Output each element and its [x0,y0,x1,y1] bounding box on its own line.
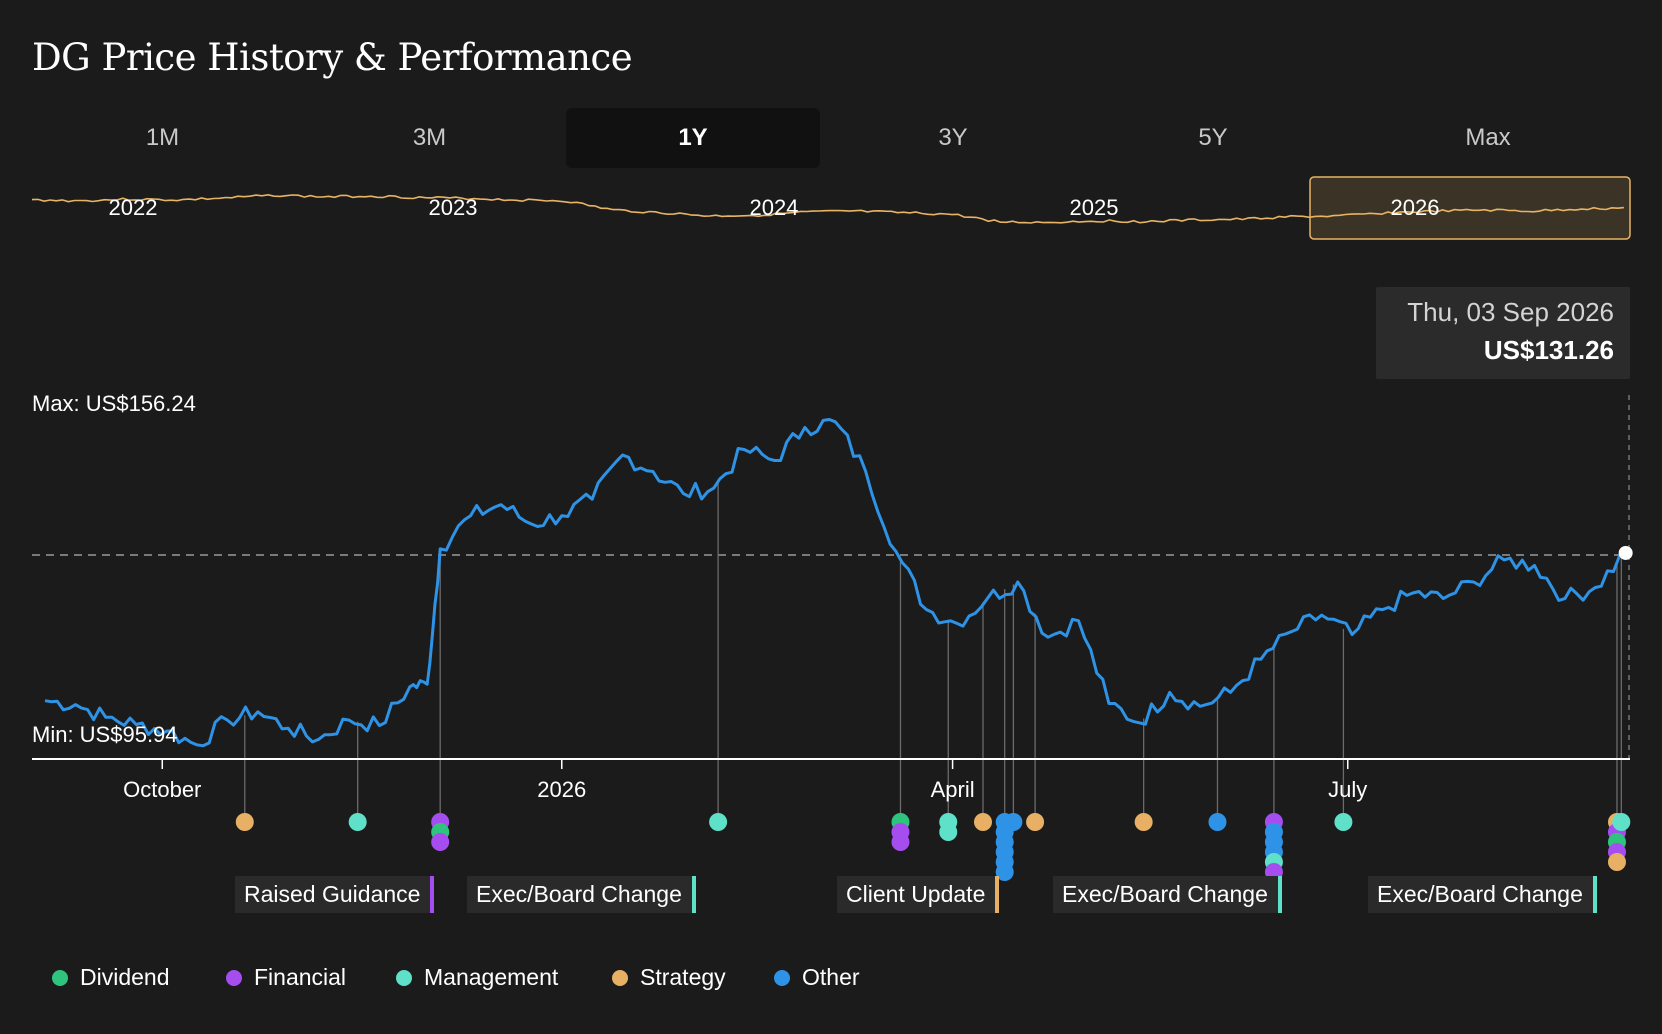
navigator-year-2026: 2026 [1391,195,1440,220]
event-stems [244,482,1622,822]
navigator-price-line [31,193,1624,224]
x-axis-ticks: October 2026 April July [123,759,1367,802]
event-label-client-update[interactable]: Client Update [837,876,1000,913]
event-label-exec-board-change[interactable]: Exec/Board Change [1368,876,1597,913]
legend-item-other[interactable]: Other [774,960,860,994]
legend-item-management[interactable]: Management [396,960,558,994]
strategy-dot-icon [612,970,628,986]
x-tick-label: April [931,777,975,802]
other-dot-icon [774,970,790,986]
event-marker-strategy[interactable] [1026,813,1045,831]
legend-label: Other [802,964,860,990]
legend-label: Dividend [80,964,170,990]
x-tick-label: October [123,777,201,802]
event-marker-financial[interactable] [431,833,450,851]
tab-1m[interactable]: 1M [145,124,180,151]
event-marker-management[interactable] [1612,813,1631,831]
management-dot-icon [396,970,412,986]
event-marker-management[interactable] [1334,813,1353,831]
tab-1y[interactable]: 1Y [566,108,820,168]
navigator-year-2025: 2025 [1070,195,1119,220]
x-tick-label: 2026 [537,777,586,802]
event-label-exec-board-change[interactable]: Exec/Board Change [467,876,696,913]
legend-label: Strategy [640,964,726,990]
event-label-exec-board-change[interactable]: Exec/Board Change [1053,876,1282,913]
event-marker-financial[interactable] [891,833,910,851]
legend-item-dividend[interactable]: Dividend [52,960,170,994]
tooltip-date: Thu, 03 Sep 2026 [1407,297,1614,327]
event-marker-other[interactable] [995,863,1014,881]
navigator-year-2023: 2023 [429,195,478,220]
max-price-label: Max: US$156.24 [32,391,196,416]
event-marker-management[interactable] [348,813,367,831]
tooltip-price: US$131.26 [1483,335,1614,365]
navigator-selection[interactable] [1309,176,1631,240]
event-marker-other[interactable] [1004,813,1023,831]
legend-label: Financial [254,964,347,990]
tab-5y[interactable]: 5Y [1198,124,1228,151]
legend-item-strategy[interactable]: Strategy [612,960,726,994]
tab-3m[interactable]: 3M [412,124,447,151]
min-price-label: Min: US$95.94 [32,722,178,747]
event-marker-strategy[interactable] [973,813,992,831]
event-marker-strategy[interactable] [1134,813,1153,831]
navigator-year-2022: 2022 [109,195,158,220]
legend-item-financial[interactable]: Financial [226,960,346,994]
tab-max[interactable]: Max [1465,124,1511,151]
event-marker-strategy[interactable] [235,813,254,831]
x-tick-label: July [1328,777,1367,802]
navigator-year-2024: 2024 [750,195,799,220]
legend-label: Management [424,964,559,990]
event-markers[interactable] [235,813,1631,881]
range-tabs: 1M 3M 1Y 3Y 5Y Max [32,108,1630,168]
financial-dot-icon [226,970,242,986]
event-label-raised-guidance[interactable]: Raised Guidance [235,876,435,913]
event-marker-management[interactable] [939,823,958,841]
page-title: DG Price History & Performance [32,36,633,79]
hover-point-marker [1618,545,1633,560]
price-tooltip: Thu, 03 Sep 2026 US$131.26 [1376,287,1630,379]
event-marker-strategy[interactable] [1607,853,1626,871]
event-marker-management[interactable] [709,813,728,831]
event-marker-other[interactable] [1208,813,1227,831]
dividend-dot-icon [52,970,68,986]
price-series-line [44,418,1627,748]
tab-3y[interactable]: 3Y [938,124,968,151]
range-navigator[interactable]: 2022 2023 2024 2025 2026 [31,176,1631,240]
